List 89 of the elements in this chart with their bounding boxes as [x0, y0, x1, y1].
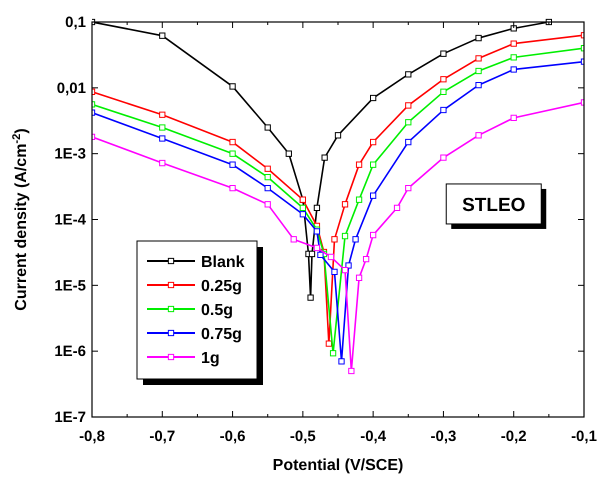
- x-tick-label: -0,2: [500, 428, 527, 445]
- point: [322, 154, 328, 161]
- point: [370, 162, 376, 168]
- point: [308, 250, 316, 258]
- annotation: STLEO: [462, 194, 526, 216]
- point: [159, 124, 166, 131]
- point: [229, 138, 236, 146]
- point: [326, 340, 332, 347]
- legend-label: Blank: [201, 254, 245, 271]
- point: [370, 94, 376, 102]
- point: [440, 106, 447, 114]
- point: [440, 154, 447, 161]
- point: [328, 254, 334, 260]
- point: [300, 204, 306, 212]
- point: [475, 68, 482, 74]
- point: [314, 244, 320, 252]
- point: [370, 232, 376, 238]
- legend-label: 1g: [201, 350, 220, 367]
- point: [405, 184, 412, 192]
- point: [348, 368, 354, 374]
- x-tick-label: -0,7: [149, 428, 176, 445]
- point: [440, 76, 447, 82]
- legend-label: 0.5g: [201, 302, 234, 319]
- x-tick-label: -0,5: [290, 428, 316, 445]
- x-tick-label: -0,3: [430, 428, 456, 445]
- point: [405, 119, 412, 126]
- point: [342, 201, 348, 208]
- point: [405, 138, 412, 146]
- point: [264, 201, 271, 208]
- point: [356, 274, 362, 281]
- legend-label: 0.25g: [201, 278, 242, 295]
- y-tick-label: 1E-6: [54, 343, 86, 360]
- x-tick-label: -0,1: [571, 428, 597, 445]
- point: [440, 88, 447, 95]
- point: [229, 184, 236, 192]
- point: [338, 358, 345, 365]
- point: [405, 71, 412, 78]
- point: [159, 32, 166, 39]
- point: [300, 211, 306, 218]
- legend-label: 0.75g: [201, 326, 242, 343]
- point: [334, 132, 342, 138]
- x-axis-title: Potential (V/SCE): [272, 457, 404, 474]
- point: [405, 102, 412, 109]
- point: [286, 150, 292, 157]
- point: [330, 350, 336, 356]
- point: [394, 204, 400, 212]
- x-tick-label: -0,6: [220, 428, 246, 445]
- point: [342, 267, 348, 274]
- point: [264, 124, 271, 131]
- point: [510, 66, 517, 73]
- point: [264, 184, 271, 192]
- point: [314, 204, 320, 212]
- y-tick-label: 0,01: [56, 80, 86, 97]
- point: [475, 82, 482, 88]
- y-tick-label: 1E-3: [54, 146, 86, 163]
- point: [475, 34, 482, 42]
- y-tick-label: 0,1: [65, 14, 86, 31]
- x-tick-label: -0,4: [360, 428, 387, 445]
- point: [159, 135, 166, 142]
- point: [352, 236, 359, 242]
- y-tick-label: 1E-5: [54, 277, 86, 294]
- y-tick-label: 1E-4: [54, 212, 87, 228]
- point: [362, 256, 370, 262]
- point: [159, 112, 166, 118]
- point: [307, 294, 314, 301]
- point: [475, 55, 482, 62]
- point: [264, 174, 271, 180]
- x-tick-label: -0,8: [79, 428, 105, 445]
- point: [510, 40, 517, 47]
- point: [331, 236, 338, 242]
- point: [159, 160, 166, 166]
- y-tick-label: 1E-7: [54, 409, 86, 426]
- point: [264, 166, 271, 172]
- point: [440, 50, 447, 57]
- point: [229, 162, 236, 168]
- point: [229, 150, 236, 157]
- point: [356, 196, 362, 203]
- point: [370, 192, 376, 199]
- point: [510, 54, 517, 61]
- point: [331, 268, 338, 276]
- point: [317, 252, 324, 258]
- point: [475, 132, 482, 138]
- point: [510, 114, 517, 121]
- point: [290, 236, 297, 242]
- point: [356, 162, 362, 168]
- point: [229, 83, 236, 90]
- point: [510, 25, 517, 32]
- point: [342, 232, 348, 240]
- point: [370, 138, 376, 146]
